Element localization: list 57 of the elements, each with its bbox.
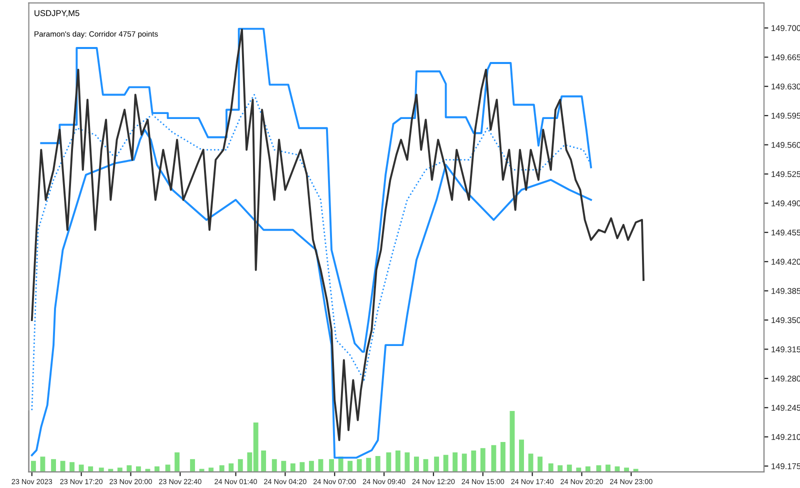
bar [60,460,66,472]
bar [395,450,400,472]
bar [318,459,324,472]
text: USDJPY,M5 [34,10,80,18]
line-series [30,128,592,459]
bar [329,459,334,472]
bar [272,459,277,472]
bar [585,466,590,472]
bar [404,452,410,472]
bar [126,465,132,472]
bar [208,468,214,472]
bar [40,456,46,472]
bar [452,452,458,472]
bar [70,462,75,472]
bar [281,460,286,472]
bar [219,465,224,472]
bar [624,468,630,472]
bar [290,463,296,472]
bar [165,464,170,472]
bar [434,456,440,472]
bar [238,459,243,472]
bar [30,460,36,472]
bar [510,410,515,472]
bar [356,459,362,472]
bar [566,464,572,472]
bar [443,454,448,472]
bar [538,456,543,472]
bar [548,463,554,472]
bar [519,440,524,472]
bar [228,463,234,472]
bar [558,465,563,472]
bar [98,468,104,472]
bar [154,466,160,472]
bar [491,445,496,472]
bar [500,442,506,472]
bar [308,460,314,472]
bar [117,468,122,472]
line-series [30,28,644,442]
bar [136,466,141,472]
bar [88,466,94,472]
bar [300,462,305,472]
bar [51,459,56,472]
bar [78,464,84,472]
bar [414,456,419,472]
bar [261,450,266,472]
bar [174,452,180,472]
bar [528,454,534,472]
bar [606,464,610,472]
bar [576,468,582,472]
bar [375,456,380,472]
bar [462,454,467,472]
bar [386,452,392,472]
bar [348,460,353,472]
bar [471,450,476,472]
bar [480,448,486,472]
bar [190,459,195,472]
bar [366,458,372,472]
